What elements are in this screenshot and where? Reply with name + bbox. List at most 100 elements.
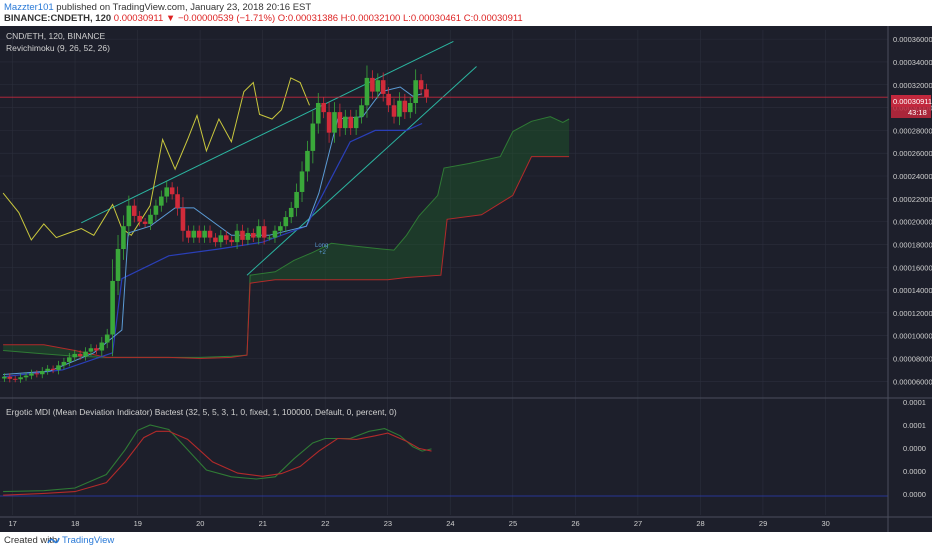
candle[interactable] xyxy=(137,215,142,222)
x-tick-label: 26 xyxy=(571,519,579,528)
candle[interactable] xyxy=(380,80,386,94)
candle[interactable] xyxy=(39,371,45,375)
candle[interactable] xyxy=(202,230,207,238)
candle[interactable] xyxy=(61,361,67,366)
candlesticks[interactable] xyxy=(2,65,429,383)
candle[interactable] xyxy=(413,80,418,103)
candle[interactable] xyxy=(218,235,224,243)
candle[interactable] xyxy=(234,230,240,243)
candle[interactable] xyxy=(337,112,343,129)
candle[interactable] xyxy=(386,93,391,106)
candle[interactable] xyxy=(348,116,354,129)
candle[interactable] xyxy=(104,334,110,343)
candle[interactable] xyxy=(310,123,316,151)
candle[interactable] xyxy=(77,353,83,357)
cloud-fill xyxy=(3,116,570,359)
published-text: published on TradingView.com, January 23… xyxy=(56,2,312,13)
candle[interactable] xyxy=(7,376,13,379)
candle[interactable] xyxy=(332,112,337,133)
candle[interactable] xyxy=(283,217,289,227)
candle[interactable] xyxy=(72,353,78,358)
tradingview-link[interactable]: TradingView xyxy=(62,535,115,546)
candle[interactable] xyxy=(94,348,99,351)
y-tick-label: 0.00026000 xyxy=(893,149,932,158)
candle[interactable] xyxy=(56,365,61,370)
candle[interactable] xyxy=(18,377,23,380)
candle[interactable] xyxy=(186,230,191,238)
candle[interactable] xyxy=(251,233,256,238)
candle[interactable] xyxy=(88,348,94,352)
candle[interactable] xyxy=(315,103,321,124)
candle[interactable] xyxy=(359,105,364,117)
candle[interactable] xyxy=(175,194,180,208)
candle[interactable] xyxy=(272,230,278,238)
candle[interactable] xyxy=(142,221,148,224)
candle[interactable] xyxy=(67,357,72,362)
candle[interactable] xyxy=(121,226,126,249)
senkou-span-b-line xyxy=(3,156,570,360)
candle[interactable] xyxy=(229,239,234,243)
candle[interactable] xyxy=(196,230,202,238)
candle[interactable] xyxy=(267,237,272,239)
candle[interactable] xyxy=(353,116,359,129)
osc-y-tick-label: 0.0000 xyxy=(903,490,926,499)
candle[interactable] xyxy=(213,237,218,243)
candle[interactable] xyxy=(223,235,229,240)
candle[interactable] xyxy=(50,368,56,370)
candle[interactable] xyxy=(12,378,18,380)
candle[interactable] xyxy=(29,373,34,376)
candle[interactable] xyxy=(131,205,137,216)
trendline[interactable] xyxy=(81,40,454,224)
created-with-text: Created with xyxy=(4,535,58,546)
candle[interactable] xyxy=(207,230,213,238)
candle[interactable] xyxy=(326,112,332,133)
candle[interactable] xyxy=(191,230,197,238)
candle[interactable] xyxy=(305,150,310,172)
osc-green-line xyxy=(3,424,432,493)
candle[interactable] xyxy=(164,187,170,197)
candle[interactable] xyxy=(169,187,175,195)
candle[interactable] xyxy=(240,230,245,240)
candle[interactable] xyxy=(245,233,251,240)
candle[interactable] xyxy=(407,103,413,113)
candle[interactable] xyxy=(278,226,283,231)
grid xyxy=(0,30,888,515)
candle[interactable] xyxy=(148,214,153,224)
candle[interactable] xyxy=(2,376,7,379)
candle[interactable] xyxy=(402,100,408,113)
candle[interactable] xyxy=(397,100,402,117)
candle[interactable] xyxy=(110,280,115,335)
trendline[interactable] xyxy=(246,66,477,276)
candle[interactable] xyxy=(83,351,88,357)
candle[interactable] xyxy=(364,77,370,106)
candle[interactable] xyxy=(321,103,326,113)
author-link[interactable]: Mazzter101 xyxy=(4,2,54,13)
candle[interactable] xyxy=(343,116,348,129)
candle[interactable] xyxy=(294,191,299,208)
candle[interactable] xyxy=(424,89,429,98)
candle[interactable] xyxy=(256,226,262,238)
candle[interactable] xyxy=(115,249,121,281)
chart-canvas[interactable]: 0.000360000.000340000.000320000.00030000… xyxy=(0,26,932,532)
candle[interactable] xyxy=(159,196,164,206)
candle[interactable] xyxy=(418,80,424,90)
candle[interactable] xyxy=(180,207,186,231)
candle[interactable] xyxy=(34,373,40,375)
candle[interactable] xyxy=(126,205,132,227)
candle[interactable] xyxy=(261,226,267,238)
y-tick-label: 0.00032000 xyxy=(893,81,932,90)
candle[interactable] xyxy=(391,105,397,117)
candle[interactable] xyxy=(370,77,375,92)
y-tick-label: 0.00020000 xyxy=(893,218,932,227)
long-signal-label: Long xyxy=(315,243,328,249)
candle[interactable] xyxy=(299,171,305,192)
candle[interactable] xyxy=(99,342,105,351)
last-price-value: 0.00030911 xyxy=(893,97,932,106)
candle[interactable] xyxy=(288,207,294,218)
tradingview-logo-icon xyxy=(47,537,60,544)
candle[interactable] xyxy=(45,368,50,372)
candle[interactable] xyxy=(375,80,381,92)
candle[interactable] xyxy=(23,375,29,378)
candle[interactable] xyxy=(153,205,159,215)
y-tick-label: 0.00008000 xyxy=(893,355,932,364)
